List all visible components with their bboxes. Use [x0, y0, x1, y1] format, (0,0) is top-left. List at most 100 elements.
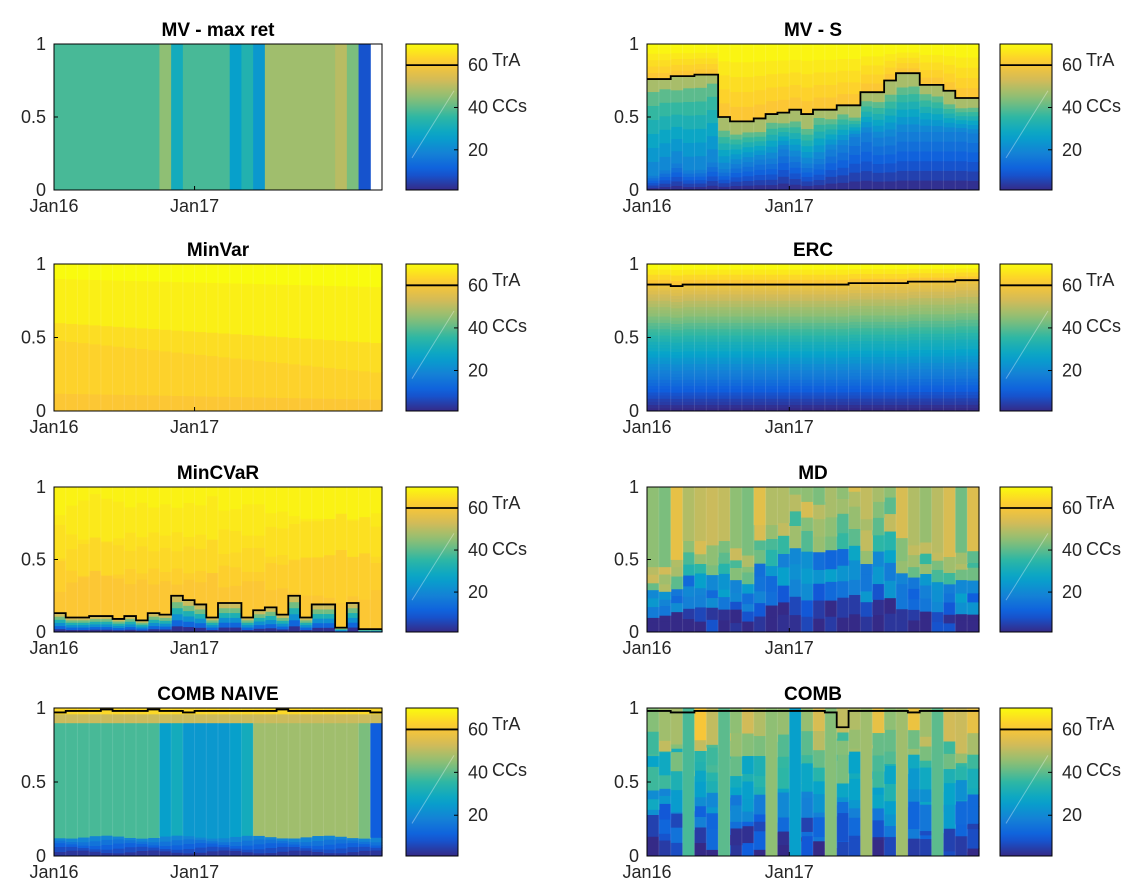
area-band [955, 77, 968, 89]
area-band [955, 316, 968, 320]
area-band [206, 495, 219, 540]
area-band [813, 487, 826, 505]
area-band [706, 557, 719, 566]
area-band [896, 101, 909, 110]
area-band [658, 620, 672, 633]
area-band [647, 836, 660, 840]
area-band [253, 283, 266, 336]
area-band [813, 151, 826, 160]
area-band [801, 382, 814, 387]
area-band [943, 272, 956, 278]
area-band [896, 116, 909, 125]
area-band [253, 628, 266, 633]
area-band [658, 388, 672, 393]
area-band [824, 264, 838, 270]
area-band [824, 316, 838, 320]
area-band [741, 309, 755, 314]
area-band [884, 836, 897, 857]
area-band [907, 620, 921, 633]
area-band [706, 487, 719, 546]
area-band [730, 732, 743, 757]
area-band [159, 487, 172, 505]
area-band [682, 551, 696, 565]
area-band [848, 136, 862, 147]
area-band [753, 338, 767, 342]
area-band [919, 365, 933, 370]
area-band [206, 617, 219, 621]
area-band [658, 297, 672, 301]
area-band [77, 500, 90, 540]
area-band [159, 713, 172, 724]
area-band [206, 840, 219, 844]
area-band [777, 341, 790, 346]
area-band [907, 277, 921, 283]
area-band [967, 768, 980, 789]
area-band [670, 348, 684, 353]
area-band [896, 327, 909, 332]
area-band [753, 576, 767, 592]
area-band [706, 369, 719, 374]
area-band [765, 363, 779, 368]
area-band [896, 278, 909, 284]
area-band [682, 52, 696, 59]
area-band [706, 772, 719, 782]
area-band [967, 794, 980, 807]
area-band [658, 379, 672, 383]
area-band [848, 356, 862, 361]
area-band [896, 324, 909, 329]
area-band [907, 284, 921, 289]
area-band [89, 845, 102, 850]
area-band [907, 160, 921, 171]
area-band [907, 264, 921, 269]
area-band [311, 604, 325, 610]
area-band [943, 343, 956, 347]
area-band [159, 629, 172, 633]
area-band [919, 125, 933, 132]
area-band [89, 343, 102, 395]
area-band [65, 850, 79, 857]
area-band [358, 599, 371, 630]
area-band [884, 299, 897, 303]
area-band [358, 552, 371, 600]
area-band [931, 336, 945, 341]
area-band [931, 151, 945, 162]
area-band [194, 713, 207, 724]
area-band [670, 789, 684, 799]
area-band [370, 847, 383, 851]
area-band [182, 579, 196, 601]
area-band [276, 362, 289, 398]
area-band [801, 360, 814, 364]
area-band [323, 554, 336, 598]
area-band [896, 141, 909, 152]
area-band [694, 376, 707, 380]
area-band [730, 106, 743, 122]
area-band [813, 144, 826, 153]
area-band [765, 341, 779, 346]
area-band [824, 347, 838, 352]
area-band [730, 176, 743, 182]
area-band [907, 385, 921, 389]
area-band [741, 733, 755, 757]
area-band [931, 131, 945, 142]
area-band [813, 109, 826, 118]
area-band [670, 351, 684, 356]
area-band [872, 311, 885, 316]
area-band [967, 67, 980, 78]
area-band [789, 525, 802, 549]
colorbar-tick-label: 60 [1062, 275, 1082, 295]
area-band [311, 713, 325, 724]
area-band [54, 560, 67, 592]
area-band [813, 382, 826, 387]
area-band [872, 308, 885, 313]
area-band [872, 359, 885, 364]
area-band [777, 831, 790, 846]
area-band [789, 328, 802, 333]
area-band [753, 821, 767, 832]
area-band [136, 624, 149, 627]
area-band [658, 179, 672, 184]
area-band [182, 330, 196, 354]
area-band [718, 401, 731, 406]
area-band [370, 841, 383, 846]
area-band [300, 338, 313, 366]
area-band [765, 347, 779, 352]
